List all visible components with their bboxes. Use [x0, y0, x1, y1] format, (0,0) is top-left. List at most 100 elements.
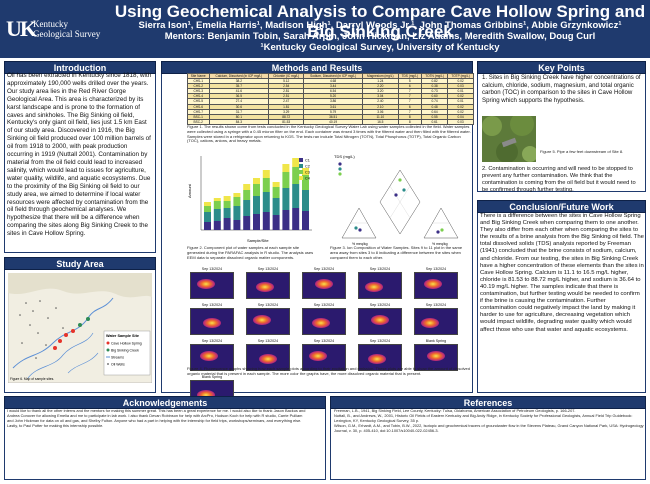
poster-header: UK Kentucky Geological Survey Using Geoc…	[0, 0, 650, 58]
fluorescence-plot-title: Sep 13/2024	[257, 339, 279, 343]
fluorescence-plot	[358, 344, 402, 371]
fluorescence-plot	[302, 272, 346, 299]
introduction-panel	[4, 61, 156, 253]
pipe-photo	[482, 116, 536, 162]
bar-segment	[302, 168, 309, 175]
table-cell: 0.01	[447, 88, 474, 95]
reference-item: Freeman, L.B., 1941, Big Sinking Field, …	[334, 408, 576, 413]
table-header-cell: Site Name	[187, 72, 210, 80]
component-bar-chart: Amount Sample/Site C1 C2 C3 C4	[187, 156, 312, 243]
bar-ylabel: Amount	[187, 183, 192, 198]
table-cell: 5.20	[303, 93, 364, 100]
table-header-cell: TDS (mg/L)	[397, 72, 423, 80]
bar-segment	[233, 220, 241, 230]
table-cell: 36.51	[303, 113, 364, 120]
fig1-caption: Figure 1. The results shown come from te…	[187, 124, 471, 144]
bar-segment	[262, 192, 270, 212]
bar-segment	[292, 184, 300, 208]
fluorescence-plot-title: Sep 13/2024	[425, 267, 447, 271]
table-cell: 0.02	[447, 108, 474, 115]
bar-segment	[204, 212, 211, 222]
bar-segment	[253, 196, 260, 214]
bar-segment	[233, 193, 241, 197]
kgs-logo: UK Kentucky Geological Survey	[6, 16, 106, 50]
bar-segment	[262, 212, 270, 230]
table-row: CHS-2 35.7 2.54 3.44 2.20 6 0.38 0.03	[187, 83, 474, 90]
table-cell: 0.73	[421, 88, 449, 95]
bar-segment	[272, 182, 280, 187]
table-cell: 0.02	[447, 78, 474, 85]
table-cell: 5	[397, 78, 423, 85]
table-row: CHS-3 41.6 2.81 6.54 3.20 7 0.73 0.01	[187, 88, 474, 95]
bar-segment	[243, 216, 251, 230]
fluorescence-plot	[246, 344, 290, 371]
fluorescence-plot-title: Sep 13/2024	[257, 267, 279, 271]
table-row: CHS-5 27.4 2.47 3.86 2.40 7 0.74 0.01	[187, 98, 474, 105]
fluorescence-peak	[315, 279, 333, 289]
fluorescence-peak	[365, 282, 383, 292]
geochem-table: Site Name Calcium, Dissolved (in ICP mg/…	[187, 72, 474, 125]
acknowledgements-heading: Acknowledgements	[4, 396, 326, 409]
fig4-caption: Figure 4. Fluorescence graphs showing ho…	[187, 366, 470, 376]
key-point-item: 1. Sites in Big Sinking Creek have highe…	[482, 74, 641, 104]
bar-segment	[292, 167, 300, 184]
table-cell: 7	[397, 93, 423, 100]
bar-segment	[262, 170, 270, 178]
table-header-cell: Magnesium (mg/L)	[362, 72, 399, 80]
table-cell: 0.04	[447, 113, 474, 120]
reference-item: Wilson, G.M., Erhardt, A.M., and Tobin, …	[334, 423, 644, 433]
legend-swatch	[299, 158, 303, 162]
table-cell: 0.55	[421, 113, 449, 120]
fluorescence-peak	[421, 318, 439, 328]
map-legend-title: Water Sample Site	[106, 334, 139, 338]
bar-segment	[223, 201, 231, 208]
table-cell: 7	[397, 108, 423, 115]
table-cell: 0.01	[447, 98, 474, 105]
table-cell: 6.54	[303, 88, 364, 95]
author-list: Sierra Ison¹, Emelia Harris¹, Madison Hi…	[138, 20, 622, 31]
introduction-text: Oil has been extracted in Kentucky since…	[7, 72, 152, 238]
bar-segment	[282, 164, 290, 172]
fluorescence-plot	[302, 344, 346, 371]
legend-label: C2	[305, 165, 310, 169]
fluorescence-plot	[190, 344, 234, 371]
table-cell: 6	[397, 83, 423, 90]
fig5-caption: Figure 5. Pipe a few feet downstream of …	[540, 149, 624, 154]
fluorescence-plot-title: Blank Spring	[425, 339, 447, 343]
table-header-cell: Sodium, Dissolved (in ICP mg/L)	[303, 72, 364, 80]
bar-segment	[213, 221, 221, 230]
table-row: CHS-6 30.6 1.81 3.61 2.10 6 0.48 0.02	[187, 103, 474, 110]
fluorescence-plot-title: Sep 13/2024	[425, 303, 447, 307]
references-list: Freeman, L.B., 1941, Big Sinking Field, …	[334, 408, 644, 433]
logo-text: Kentucky Geological Survey	[33, 19, 101, 39]
fluorescence-peak	[203, 318, 221, 328]
fluorescence-peak	[256, 282, 274, 292]
piper-points	[354, 178, 444, 234]
key-points-heading: Key Points	[477, 61, 646, 74]
bar-segment	[272, 215, 280, 230]
anion-triangle	[423, 207, 459, 239]
table-row: CHS-7 31.7 3.29 5.79 3.06 7 0.64 0.02	[187, 108, 474, 115]
table-cell: 0.64	[421, 108, 449, 115]
bar-segment	[253, 184, 260, 196]
study-area-heading: Study Area	[4, 257, 156, 270]
map-legend-item: Streams	[111, 355, 124, 359]
table-cell: 0.74	[421, 98, 449, 105]
table-cell: 8	[397, 118, 423, 125]
fluorescence-plot	[414, 272, 458, 299]
legend-label: C1	[305, 159, 310, 163]
fluorescence-peak	[427, 351, 445, 361]
piper-xlabel-left: % meq/kg	[352, 242, 368, 246]
acknowledgements-text: I would like to thank all the other inte…	[7, 408, 306, 428]
bar-segment	[213, 198, 221, 201]
table-cell: 3.61	[303, 103, 364, 110]
bar-segment	[223, 218, 231, 230]
fluorescence-peak	[368, 354, 386, 364]
fluorescence-plot	[414, 308, 458, 335]
bar-segment	[282, 210, 290, 230]
table-cell: 0.02	[447, 103, 474, 110]
bar-segment	[213, 201, 221, 209]
bar-segment	[302, 175, 309, 190]
bar-segment	[213, 209, 221, 221]
bar-segment	[262, 178, 270, 192]
